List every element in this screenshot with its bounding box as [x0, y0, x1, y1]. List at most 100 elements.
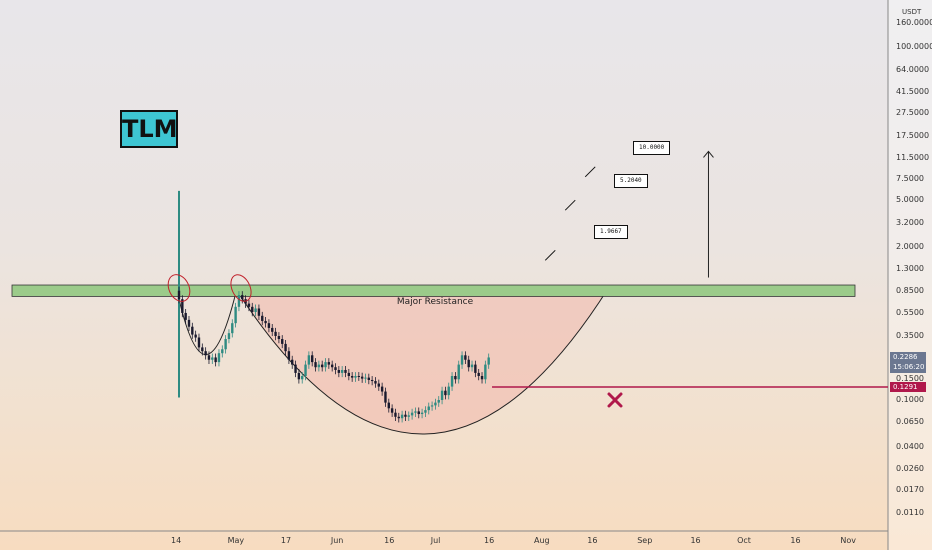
candle-body — [277, 336, 281, 340]
candle-body — [350, 375, 354, 378]
candle-body — [460, 355, 464, 365]
candle-body — [340, 369, 344, 373]
x-tick-label: 16 — [690, 536, 701, 545]
candle-body — [347, 372, 351, 376]
candle-body — [261, 315, 264, 321]
candle-body — [201, 347, 204, 352]
candle-body — [211, 357, 214, 360]
resistance-label: Major Resistance — [396, 297, 474, 307]
candle-body — [227, 333, 231, 340]
candle-body — [257, 308, 261, 316]
candle-body — [414, 411, 417, 413]
y-tick-label: 0.0400 — [896, 441, 924, 451]
candle-body — [311, 355, 314, 363]
y-tick-label: 11.5000 — [896, 152, 930, 162]
target-pointer-2 — [564, 199, 576, 211]
x-tick-label: Oct — [737, 536, 751, 545]
candle-body — [317, 364, 321, 368]
y-tick-label: 160.0000 — [896, 18, 932, 28]
target-pointer-3 — [584, 166, 596, 178]
candle-body — [297, 372, 301, 380]
candle-body — [480, 375, 484, 380]
candle-body — [324, 362, 327, 368]
candle-body — [307, 355, 311, 365]
y-tick-label: 0.8500 — [896, 285, 924, 295]
x-tick-label: Aug — [533, 536, 550, 545]
ticker-badge: TLM — [120, 110, 178, 148]
candle-body — [367, 377, 371, 380]
target-arrow-head — [703, 150, 714, 158]
candle-body — [197, 337, 201, 348]
candle-body — [217, 353, 221, 363]
candle-body — [221, 349, 224, 354]
candle-body — [454, 375, 457, 380]
candle-body — [301, 375, 304, 380]
y-tick-label: 100.0000 — [896, 42, 932, 52]
candle-body — [334, 367, 337, 370]
countdown-value: 15:06:20 — [893, 363, 925, 371]
candle-body — [430, 405, 434, 407]
x-tick-label: 17 — [280, 536, 292, 545]
candle-body — [440, 390, 444, 400]
y-tick-label: 0.0260 — [896, 463, 924, 473]
x-mark-icon — [607, 392, 623, 408]
candle-body — [337, 369, 341, 373]
candle-body — [247, 303, 251, 307]
candle-body — [470, 364, 474, 368]
target-label-3: 10.0000 — [633, 141, 671, 155]
candle-body — [214, 357, 217, 363]
y-tick-label: 0.0170 — [896, 485, 924, 495]
candle-body — [477, 372, 480, 376]
x-tick-label: Jun — [330, 536, 344, 545]
candle-body — [410, 412, 414, 416]
candle-body — [424, 410, 427, 413]
candle-body — [344, 369, 347, 373]
candle-body — [464, 355, 467, 360]
candle-body — [181, 299, 184, 313]
y-tick-label: 3.2000 — [896, 217, 924, 227]
candle-body — [407, 415, 410, 417]
candle-body — [234, 306, 237, 324]
candle-body — [204, 351, 207, 356]
candle-body — [304, 364, 307, 376]
candle-body — [447, 386, 450, 396]
candle-body — [177, 290, 181, 300]
peak-circle-1 — [167, 274, 191, 302]
support-price-badge: 0.1291 — [890, 382, 926, 392]
candle-body — [427, 406, 430, 411]
y-tick-label: 5.0000 — [896, 195, 924, 205]
candle-body — [194, 334, 197, 338]
y-tick-label: 7.5000 — [896, 174, 924, 184]
y-tick-label: 64.0000 — [896, 64, 930, 74]
candle-body — [291, 359, 294, 365]
y-tick-label: 17.5000 — [896, 131, 930, 141]
candle-body — [357, 375, 361, 377]
candle-body — [360, 376, 364, 379]
candle-body — [231, 323, 234, 334]
current-price-badge: 0.2286 15:06:20 — [890, 352, 926, 373]
candle-body — [390, 408, 394, 413]
current-price-value: 0.2286 — [893, 353, 918, 361]
candle-body — [364, 377, 367, 379]
candle-body — [271, 327, 274, 332]
candle-body — [420, 412, 424, 415]
candle-body — [450, 375, 454, 387]
cup-fill — [238, 287, 609, 435]
candle-body — [387, 402, 390, 409]
candle-body — [187, 319, 191, 327]
y-tick-label: 0.5500 — [896, 307, 924, 317]
candle-body — [237, 295, 241, 307]
candle-body — [400, 414, 404, 419]
x-tick-label: May — [227, 536, 245, 545]
candle-body — [354, 375, 357, 378]
target-label-2: 5.2040 — [614, 174, 648, 188]
x-tick-label: 16 — [384, 536, 395, 545]
x-tick-label: 14 — [171, 536, 182, 545]
y-tick-label: 0.3500 — [896, 331, 924, 341]
candle-body — [207, 355, 211, 360]
y-tick-label: 0.0650 — [896, 417, 924, 426]
candle-body — [434, 402, 437, 406]
y-tick-label: 0.1500 — [896, 374, 924, 384]
